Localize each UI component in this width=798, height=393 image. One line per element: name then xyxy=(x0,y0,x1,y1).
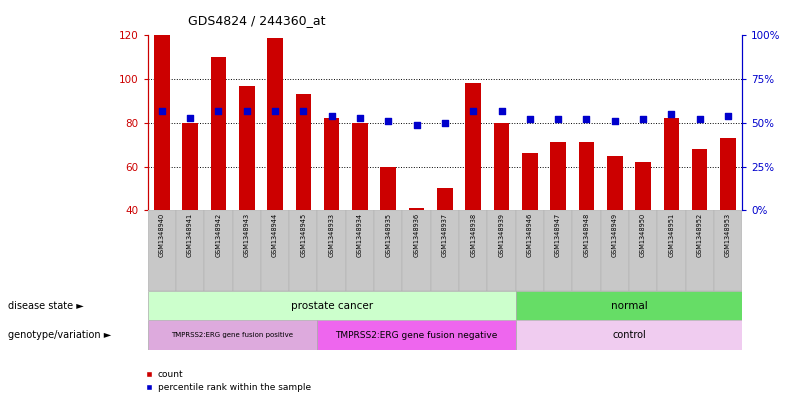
Bar xyxy=(402,210,431,291)
Text: GSM1348949: GSM1348949 xyxy=(612,213,618,257)
Point xyxy=(156,107,168,114)
Text: normal: normal xyxy=(610,301,647,310)
Bar xyxy=(267,38,282,210)
Bar xyxy=(629,210,658,291)
Point xyxy=(297,107,310,114)
Text: GSM1348953: GSM1348953 xyxy=(725,213,731,257)
Point xyxy=(551,116,564,123)
Text: GSM1348933: GSM1348933 xyxy=(329,213,334,257)
Bar xyxy=(685,210,714,291)
Point xyxy=(721,113,734,119)
Point xyxy=(637,116,650,123)
Bar xyxy=(522,153,538,210)
Point xyxy=(665,111,678,117)
Point xyxy=(354,114,366,121)
Bar xyxy=(431,210,459,291)
Text: GSM1348934: GSM1348934 xyxy=(357,213,363,257)
Bar xyxy=(154,35,169,210)
Text: TMPRSS2:ERG gene fusion negative: TMPRSS2:ERG gene fusion negative xyxy=(335,331,498,340)
Bar xyxy=(352,123,368,210)
Bar xyxy=(211,57,226,210)
Text: GSM1348943: GSM1348943 xyxy=(243,213,250,257)
Point xyxy=(693,116,706,123)
Bar xyxy=(148,320,318,350)
Bar xyxy=(261,210,289,291)
Text: GSM1348947: GSM1348947 xyxy=(555,213,561,257)
Text: genotype/variation ►: genotype/variation ► xyxy=(8,330,111,340)
Bar xyxy=(148,291,516,320)
Text: GSM1348937: GSM1348937 xyxy=(442,213,448,257)
Point xyxy=(410,121,423,128)
Bar xyxy=(465,83,481,210)
Bar xyxy=(176,210,204,291)
Bar xyxy=(544,210,572,291)
Point xyxy=(439,119,452,126)
Text: GSM1348942: GSM1348942 xyxy=(215,213,221,257)
Bar xyxy=(324,118,339,210)
Text: GDS4824 / 244360_at: GDS4824 / 244360_at xyxy=(188,15,325,28)
Text: GSM1348944: GSM1348944 xyxy=(272,213,278,257)
Point xyxy=(608,118,621,124)
Text: GSM1348940: GSM1348940 xyxy=(159,213,164,257)
Text: GSM1348941: GSM1348941 xyxy=(187,213,193,257)
Text: control: control xyxy=(612,330,646,340)
Text: prostate cancer: prostate cancer xyxy=(290,301,373,310)
Bar xyxy=(488,210,516,291)
Bar xyxy=(409,208,425,210)
Bar xyxy=(516,291,742,320)
Bar xyxy=(551,143,566,210)
Bar xyxy=(516,320,742,350)
Bar xyxy=(318,210,346,291)
Point xyxy=(326,113,338,119)
Bar xyxy=(494,123,509,210)
Bar xyxy=(607,156,622,210)
Point xyxy=(184,114,196,121)
Text: GSM1348935: GSM1348935 xyxy=(385,213,391,257)
Bar xyxy=(232,210,261,291)
Text: TMPRSS2:ERG gene fusion positive: TMPRSS2:ERG gene fusion positive xyxy=(172,332,294,338)
Text: disease state ►: disease state ► xyxy=(8,301,84,310)
Bar xyxy=(437,188,452,210)
Point xyxy=(523,116,536,123)
Bar xyxy=(516,210,544,291)
Text: GSM1348948: GSM1348948 xyxy=(583,213,590,257)
Bar xyxy=(692,149,708,210)
Text: GSM1348952: GSM1348952 xyxy=(697,213,703,257)
Bar xyxy=(289,210,318,291)
Text: GSM1348936: GSM1348936 xyxy=(413,213,420,257)
Text: GSM1348939: GSM1348939 xyxy=(499,213,504,257)
Text: GSM1348938: GSM1348938 xyxy=(470,213,476,257)
Bar xyxy=(182,123,198,210)
Text: GSM1348946: GSM1348946 xyxy=(527,213,533,257)
Bar xyxy=(318,320,516,350)
Legend: count, percentile rank within the sample: count, percentile rank within the sample xyxy=(144,370,311,393)
Bar xyxy=(204,210,232,291)
Bar xyxy=(601,210,629,291)
Point xyxy=(495,107,508,114)
Bar xyxy=(572,210,601,291)
Text: GSM1348951: GSM1348951 xyxy=(669,213,674,257)
Point xyxy=(212,107,225,114)
Point xyxy=(467,107,480,114)
Bar xyxy=(239,86,255,210)
Bar xyxy=(374,210,402,291)
Bar xyxy=(295,94,311,210)
Bar xyxy=(714,210,742,291)
Bar xyxy=(721,138,736,210)
Bar xyxy=(635,162,651,210)
Point xyxy=(382,118,395,124)
Text: GSM1348945: GSM1348945 xyxy=(300,213,306,257)
Point xyxy=(240,107,253,114)
Bar xyxy=(579,143,595,210)
Bar xyxy=(346,210,374,291)
Bar xyxy=(148,210,176,291)
Point xyxy=(269,107,282,114)
Bar xyxy=(664,118,679,210)
Bar xyxy=(658,210,685,291)
Text: GSM1348950: GSM1348950 xyxy=(640,213,646,257)
Point xyxy=(580,116,593,123)
Bar xyxy=(459,210,488,291)
Bar xyxy=(381,167,396,210)
